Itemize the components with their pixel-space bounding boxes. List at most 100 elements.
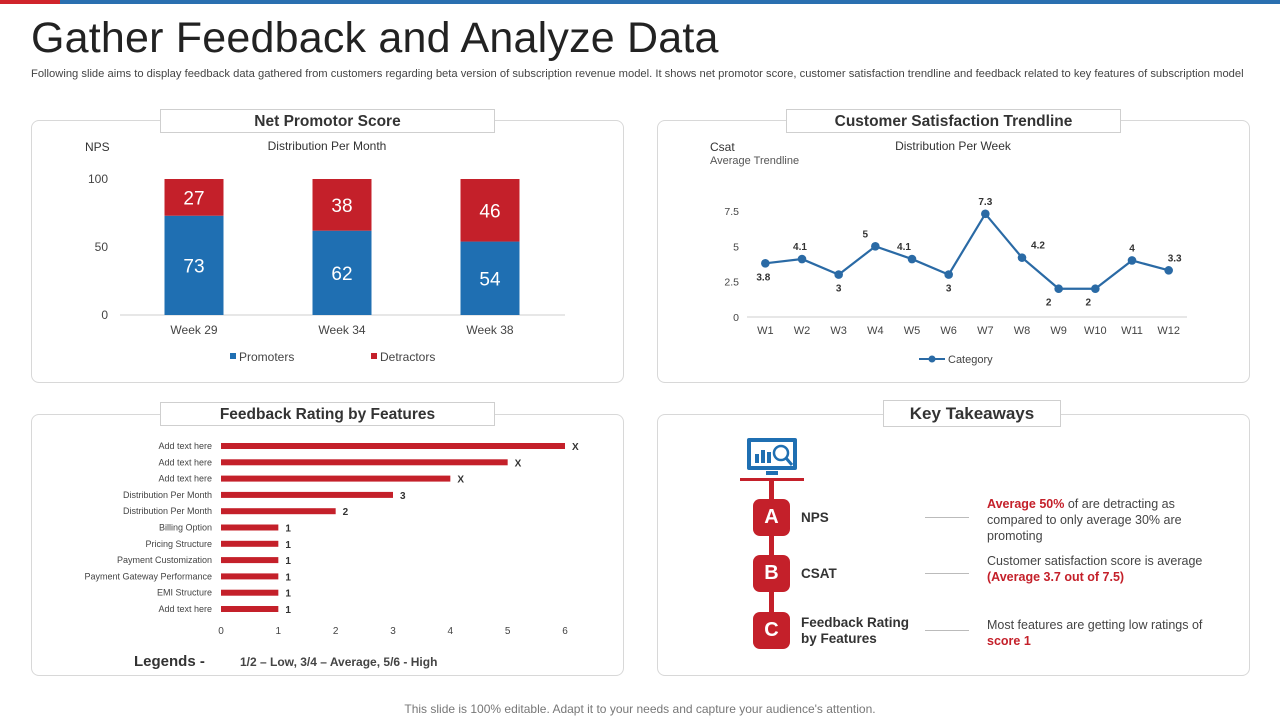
- csat-legend-marker: [928, 355, 936, 363]
- takeaway-label-features: Feedback Rating by Features: [801, 615, 910, 646]
- takeaway-connector-b: [925, 573, 969, 574]
- nps-promoters-label: 73: [183, 256, 204, 277]
- csat-point: [944, 270, 953, 279]
- top-accent-bar-red: [0, 0, 60, 4]
- csat-data-label: 3: [836, 284, 842, 295]
- takeaway-text-csat: Customer satisfaction score is average: [987, 554, 1203, 568]
- csat-data-label: 3.3: [1168, 253, 1182, 264]
- nps-promoters-label: 62: [331, 264, 352, 285]
- csat-x-tick: W5: [904, 325, 921, 337]
- nps-y-tick: 0: [101, 308, 108, 322]
- takeaway-badge-c: C: [753, 612, 790, 649]
- feature-bar: [221, 606, 279, 612]
- csat-x-tick: W11: [1121, 325, 1143, 337]
- feature-category-label: Distribution Per Month: [123, 506, 212, 516]
- takeaway-label-nps: NPS: [801, 510, 829, 525]
- nps-x-tick: Week 34: [318, 323, 365, 337]
- csat-data-label: 4.1: [897, 242, 911, 253]
- takeaway-desc-features: Most features are getting low ratings of…: [987, 617, 1217, 649]
- page-subtitle: Following slide aims to display feedback…: [31, 68, 1244, 80]
- nps-promoters-label: 54: [479, 269, 501, 290]
- feature-bar: [221, 459, 508, 466]
- nps-promoters-bar: [312, 230, 372, 315]
- nps-x-tick: Week 29: [170, 323, 217, 337]
- nps-y-axis-title: NPS: [85, 140, 110, 154]
- feature-value-label: 1: [285, 572, 291, 583]
- nps-y-tick: 50: [95, 240, 109, 254]
- csat-data-label: 3.8: [756, 272, 770, 283]
- csat-x-tick: W1: [757, 325, 774, 337]
- csat-point: [761, 258, 770, 268]
- takeaway-text-features: Most features are getting low ratings of: [987, 618, 1203, 632]
- csat-point: [907, 254, 917, 264]
- csat-data-label: 2: [1046, 298, 1052, 309]
- legend-swatch-promoters: [230, 353, 236, 359]
- csat-y-tick: 2.5: [724, 277, 739, 289]
- csat-point: [1017, 253, 1027, 262]
- csat-data-label: 2: [1086, 298, 1092, 309]
- takeaway-badge-a: A: [753, 499, 790, 536]
- feature-x-tick: 6: [562, 626, 568, 637]
- feature-category-label: EMI Structure: [157, 588, 212, 598]
- analytics-monitor-icon: [746, 437, 798, 477]
- takeaway-highlight-nps: Average 50%: [987, 497, 1065, 511]
- feature-bar: [221, 475, 451, 482]
- csat-data-label: 4.2: [1031, 241, 1045, 252]
- csat-x-tick: W2: [794, 325, 811, 337]
- feature-category-label: Payment Gateway Performance: [84, 571, 212, 581]
- csat-panel: [657, 120, 1250, 383]
- feature-category-label: Billing Option: [159, 523, 212, 533]
- csat-x-tick: W10: [1084, 325, 1107, 337]
- feature-bar: [221, 491, 393, 498]
- nps-y-tick: 100: [88, 172, 108, 186]
- csat-point: [834, 270, 843, 279]
- feature-bar: [221, 573, 279, 580]
- csat-panel-title: Customer Satisfaction Trendline: [786, 109, 1121, 133]
- feature-value-label: 1: [285, 540, 291, 551]
- feature-category-label: Add text here: [158, 474, 212, 484]
- feature-x-tick: 2: [333, 626, 339, 637]
- takeaway-label-csat: CSAT: [801, 566, 837, 581]
- feature-value-label: 1: [285, 605, 291, 616]
- csat-chart-title: Distribution Per Week: [895, 139, 1012, 153]
- feature-bar: [221, 524, 279, 531]
- footer-note: This slide is 100% editable. Adapt it to…: [404, 702, 876, 716]
- csat-point: [797, 254, 807, 264]
- feature-x-tick: 3: [390, 626, 396, 637]
- features-legend-label: Legends -: [134, 653, 205, 670]
- csat-y-tick: 0: [733, 312, 739, 324]
- feature-value-label: X: [515, 458, 522, 469]
- feature-x-tick: 5: [505, 626, 511, 637]
- feature-value-label: 1: [285, 524, 291, 535]
- csat-point: [1164, 266, 1173, 275]
- feature-category-label: Pricing Structure: [145, 539, 212, 549]
- csat-point: [1054, 284, 1063, 294]
- nps-detractors-label: 27: [183, 188, 204, 209]
- csat-y-tick: 5: [733, 241, 739, 253]
- feature-category-label: Add text here: [158, 457, 212, 467]
- csat-x-tick: W6: [940, 325, 957, 337]
- takeaway-highlight-csat: (Average 3.7 out of 7.5): [987, 570, 1125, 584]
- page-title: Gather Feedback and Analyze Data: [31, 14, 719, 62]
- takeaway-text-nps: of are detracting as compared to only av…: [987, 497, 1182, 543]
- nps-promoters-bar: [460, 241, 520, 315]
- csat-data-label: 7.3: [978, 197, 992, 208]
- feature-value-label: X: [572, 442, 579, 453]
- csat-data-label: 4.1: [793, 242, 807, 253]
- nps-x-tick: Week 38: [466, 323, 513, 337]
- features-panel: [31, 414, 624, 676]
- csat-x-tick: W7: [977, 325, 994, 337]
- nps-detractors-bar: [312, 179, 372, 231]
- csat-x-tick: W9: [1050, 325, 1067, 337]
- nps-panel-title: Net Promotor Score: [160, 109, 495, 133]
- feature-x-tick: 1: [276, 626, 282, 637]
- csat-x-tick: W4: [867, 325, 884, 337]
- takeaways-panel-title: Key Takeaways: [883, 400, 1061, 427]
- feature-bar: [221, 508, 336, 515]
- legend-label-detractors: Detractors: [380, 350, 435, 364]
- nps-detractors-label: 46: [479, 201, 500, 222]
- csat-legend-label: Category: [948, 354, 993, 366]
- legend-swatch-detractors: [371, 353, 377, 359]
- csat-y-tick: 7.5: [724, 206, 739, 218]
